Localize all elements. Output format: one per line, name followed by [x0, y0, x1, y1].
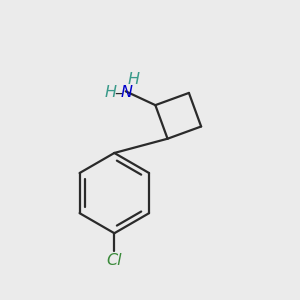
Text: H: H: [127, 72, 139, 87]
Text: N: N: [120, 85, 132, 100]
Text: Cl: Cl: [106, 254, 122, 268]
Text: –: –: [114, 85, 122, 100]
Text: H: H: [105, 85, 117, 100]
